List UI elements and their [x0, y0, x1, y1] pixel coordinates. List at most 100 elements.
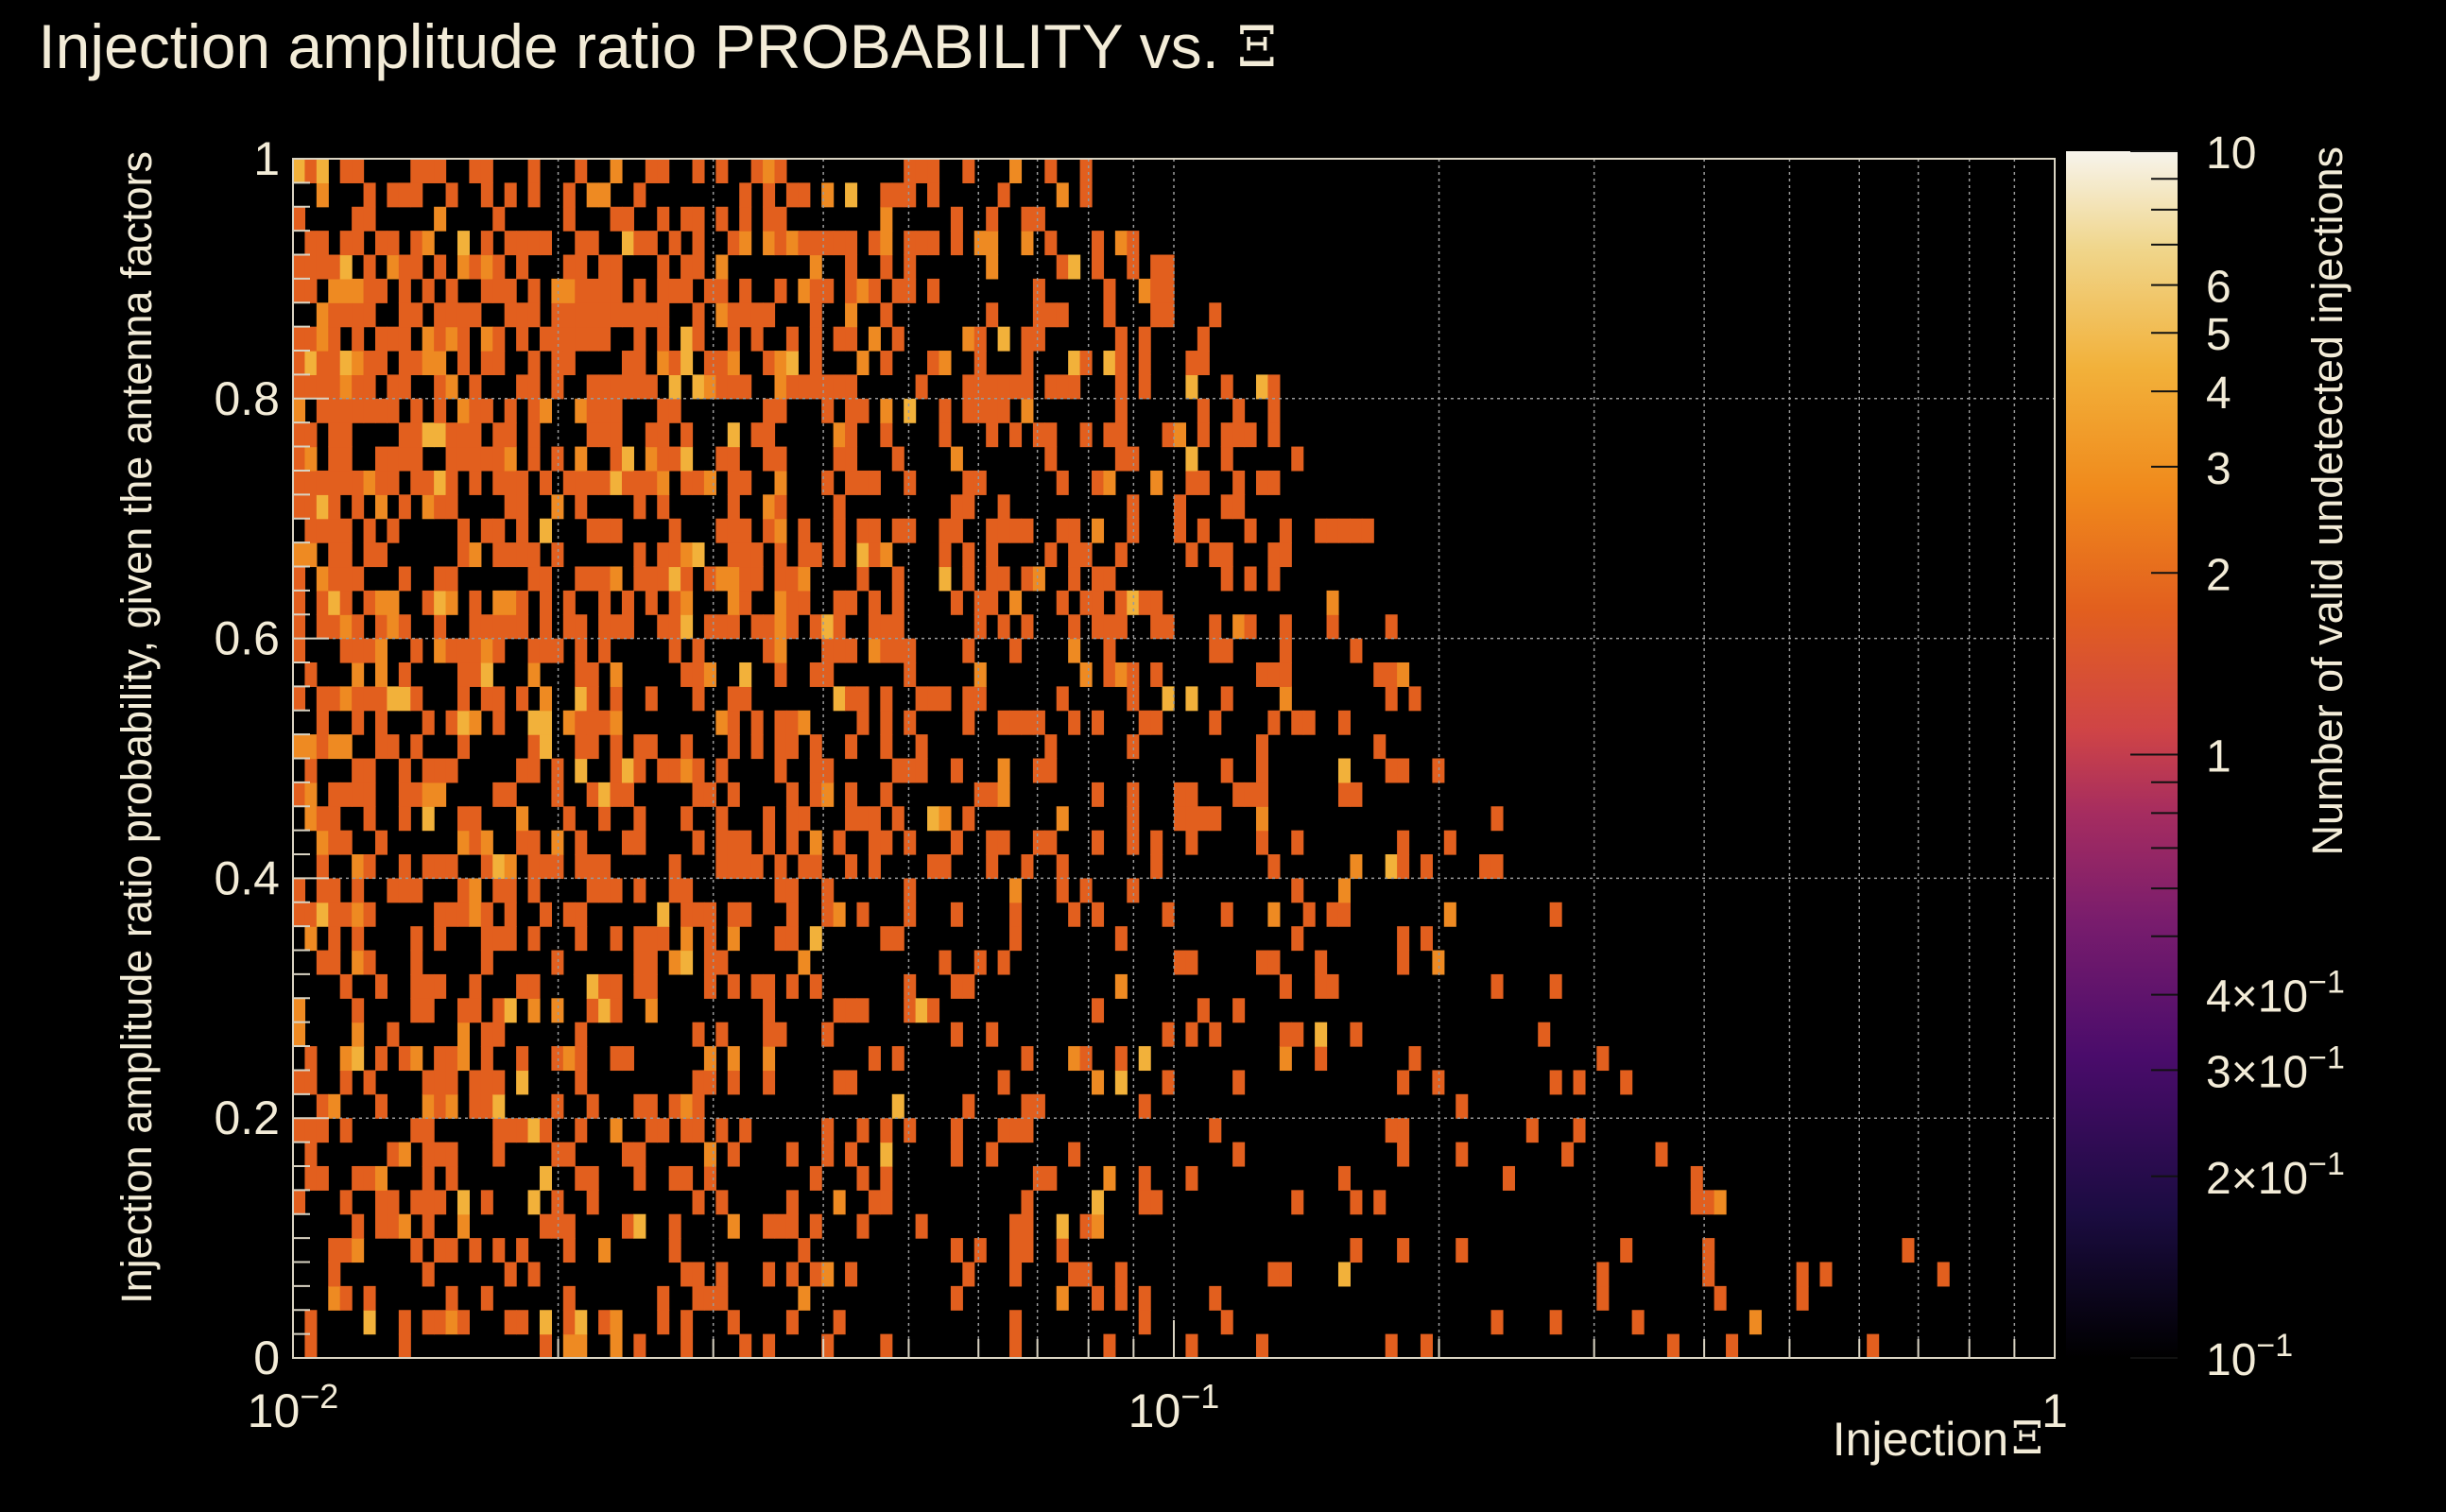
heatmap-cell: [1443, 830, 1456, 855]
heatmap-cell: [492, 854, 506, 879]
heatmap-cell: [562, 470, 576, 495]
heatmap-cell: [1103, 278, 1116, 303]
heatmap-cell: [668, 351, 681, 376]
heatmap-cell: [598, 854, 612, 879]
heatmap-cell: [1397, 1238, 1410, 1263]
heatmap-cell: [352, 686, 365, 712]
heatmap-cell: [328, 374, 341, 400]
heatmap-cell: [293, 326, 306, 352]
heatmap-cell: [539, 638, 552, 663]
heatmap-cell: [774, 159, 787, 183]
heatmap-cell: [633, 878, 646, 903]
heatmap-cell: [1162, 278, 1175, 303]
heatmap-cell: [293, 878, 306, 903]
heatmap-cell: [645, 973, 658, 999]
heatmap-cell: [856, 1165, 870, 1191]
heatmap-cell: [774, 374, 787, 400]
heatmap-cell: [1185, 542, 1198, 568]
heatmap-cell: [352, 302, 365, 328]
heatmap-cell: [986, 1142, 999, 1167]
heatmap-cell: [527, 231, 541, 256]
heatmap-cell: [456, 1310, 470, 1335]
heatmap-cell: [539, 902, 552, 927]
heatmap-cell: [387, 1022, 400, 1047]
heatmap-cell: [304, 278, 318, 303]
heatmap-cell: [715, 278, 729, 303]
heatmap-cell: [527, 159, 541, 183]
heatmap-cell: [880, 254, 893, 280]
heatmap-cell: [715, 254, 729, 280]
colorbar-tick-label: 2×10−1: [2206, 1146, 2345, 1204]
heatmap-cell: [575, 854, 588, 879]
heatmap-cell: [610, 662, 623, 687]
heatmap-cell: [1056, 686, 1069, 712]
heatmap-cell: [1490, 854, 1504, 879]
heatmap-cell: [339, 1118, 353, 1143]
heatmap-cell: [1056, 302, 1069, 328]
y-tick-label: 0.6: [214, 612, 280, 665]
heatmap-cell: [1032, 758, 1045, 783]
heatmap-cell: [1174, 950, 1187, 975]
heatmap-cell: [328, 830, 341, 855]
heatmap-cell: [527, 662, 541, 687]
heatmap-cell: [845, 590, 858, 615]
heatmap-cell: [763, 1213, 776, 1239]
heatmap-cell: [856, 351, 870, 376]
heatmap-cell: [456, 806, 470, 832]
heatmap-cell: [891, 590, 904, 615]
heatmap-cell: [833, 422, 846, 448]
heatmap-cell: [1021, 398, 1034, 423]
heatmap-cell: [750, 326, 764, 352]
heatmap-cell: [374, 470, 388, 495]
heatmap-cell: [504, 302, 517, 328]
heatmap-cell: [304, 902, 318, 927]
heatmap-cell: [1138, 1190, 1151, 1215]
heatmap-cell: [1666, 1333, 1679, 1359]
heatmap-cell: [575, 758, 588, 783]
heatmap-cell: [527, 1262, 541, 1287]
heatmap-cell: [821, 374, 835, 400]
heatmap-cell: [492, 351, 506, 376]
heatmap-cell: [445, 302, 458, 328]
heatmap-cell: [739, 1333, 752, 1359]
heatmap-cell: [352, 902, 365, 927]
heatmap-cell: [739, 278, 752, 303]
heatmap-cell: [316, 734, 329, 760]
heatmap-cell: [1162, 686, 1175, 712]
heatmap-cell: [727, 374, 740, 400]
heatmap-cell: [527, 398, 541, 423]
heatmap-cell: [434, 1238, 447, 1263]
heatmap-cell: [633, 470, 646, 495]
heatmap-cell: [316, 854, 329, 879]
heatmap-cell: [856, 902, 870, 927]
heatmap-cell: [1209, 710, 1222, 735]
heatmap-cell: [891, 638, 904, 663]
heatmap-cell: [610, 374, 623, 400]
heatmap-cell: [410, 950, 423, 975]
heatmap-cell: [1114, 326, 1128, 352]
heatmap-cell: [516, 590, 529, 615]
heatmap-cell: [1092, 590, 1105, 615]
heatmap-cell: [904, 662, 917, 687]
heatmap-cell: [516, 1046, 529, 1072]
heatmap-cell: [328, 542, 341, 568]
heatmap-cell: [422, 1310, 435, 1335]
heatmap-cell: [1021, 1213, 1034, 1239]
heatmap-cell: [1690, 1165, 1703, 1191]
heatmap-cell: [1279, 1262, 1292, 1287]
heatmap-cell: [1092, 614, 1105, 640]
heatmap-cell: [904, 159, 917, 183]
heatmap-cell: [434, 374, 447, 400]
heatmap-cell: [1150, 1190, 1163, 1215]
heatmap-cell: [410, 231, 423, 256]
heatmap-cell: [352, 638, 365, 663]
heatmap-cell: [363, 590, 376, 615]
heatmap-cell: [692, 1070, 705, 1095]
heatmap-cell: [1009, 1118, 1023, 1143]
heatmap-cell: [1032, 302, 1045, 328]
heatmap-cell: [539, 1118, 552, 1143]
heatmap-cell: [798, 278, 811, 303]
heatmap-cell: [856, 710, 870, 735]
heatmap-cell: [1397, 1070, 1410, 1095]
heatmap-cell: [480, 638, 493, 663]
